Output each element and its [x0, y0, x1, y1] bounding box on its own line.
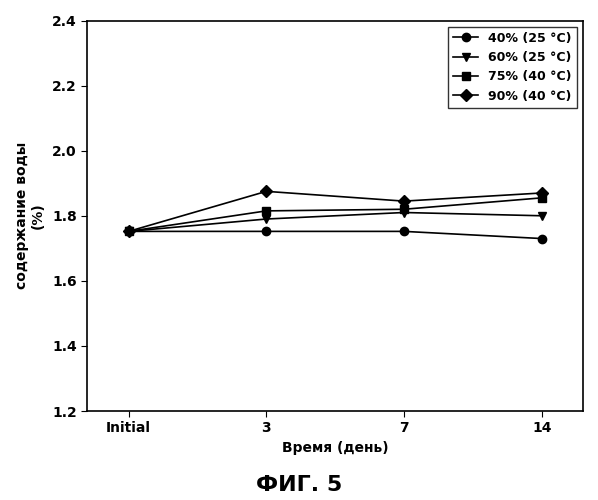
90% (40 °C)	[538, 190, 545, 196]
75% (40 °C)	[125, 228, 132, 234]
40% (25 °C)	[538, 236, 545, 242]
40% (25 °C)	[263, 228, 270, 234]
Text: ФИГ. 5: ФИГ. 5	[256, 475, 342, 495]
90% (40 °C)	[125, 228, 132, 234]
Line: 75% (40 °C): 75% (40 °C)	[124, 194, 546, 235]
60% (25 °C)	[538, 213, 545, 219]
Y-axis label: содержание воды
(%): содержание воды (%)	[15, 142, 45, 290]
60% (25 °C)	[401, 210, 408, 216]
40% (25 °C)	[125, 228, 132, 234]
Line: 90% (40 °C): 90% (40 °C)	[124, 187, 546, 236]
60% (25 °C)	[263, 216, 270, 222]
40% (25 °C)	[401, 228, 408, 234]
X-axis label: Время (день): Время (день)	[282, 441, 389, 455]
60% (25 °C)	[125, 228, 132, 234]
90% (40 °C)	[401, 198, 408, 204]
75% (40 °C)	[538, 195, 545, 201]
75% (40 °C)	[263, 208, 270, 214]
90% (40 °C)	[263, 188, 270, 194]
Line: 60% (25 °C): 60% (25 °C)	[124, 208, 546, 236]
Line: 40% (25 °C): 40% (25 °C)	[124, 227, 546, 242]
75% (40 °C)	[401, 206, 408, 212]
Legend: 40% (25 °C), 60% (25 °C), 75% (40 °C), 90% (40 °C): 40% (25 °C), 60% (25 °C), 75% (40 °C), 9…	[448, 27, 576, 108]
